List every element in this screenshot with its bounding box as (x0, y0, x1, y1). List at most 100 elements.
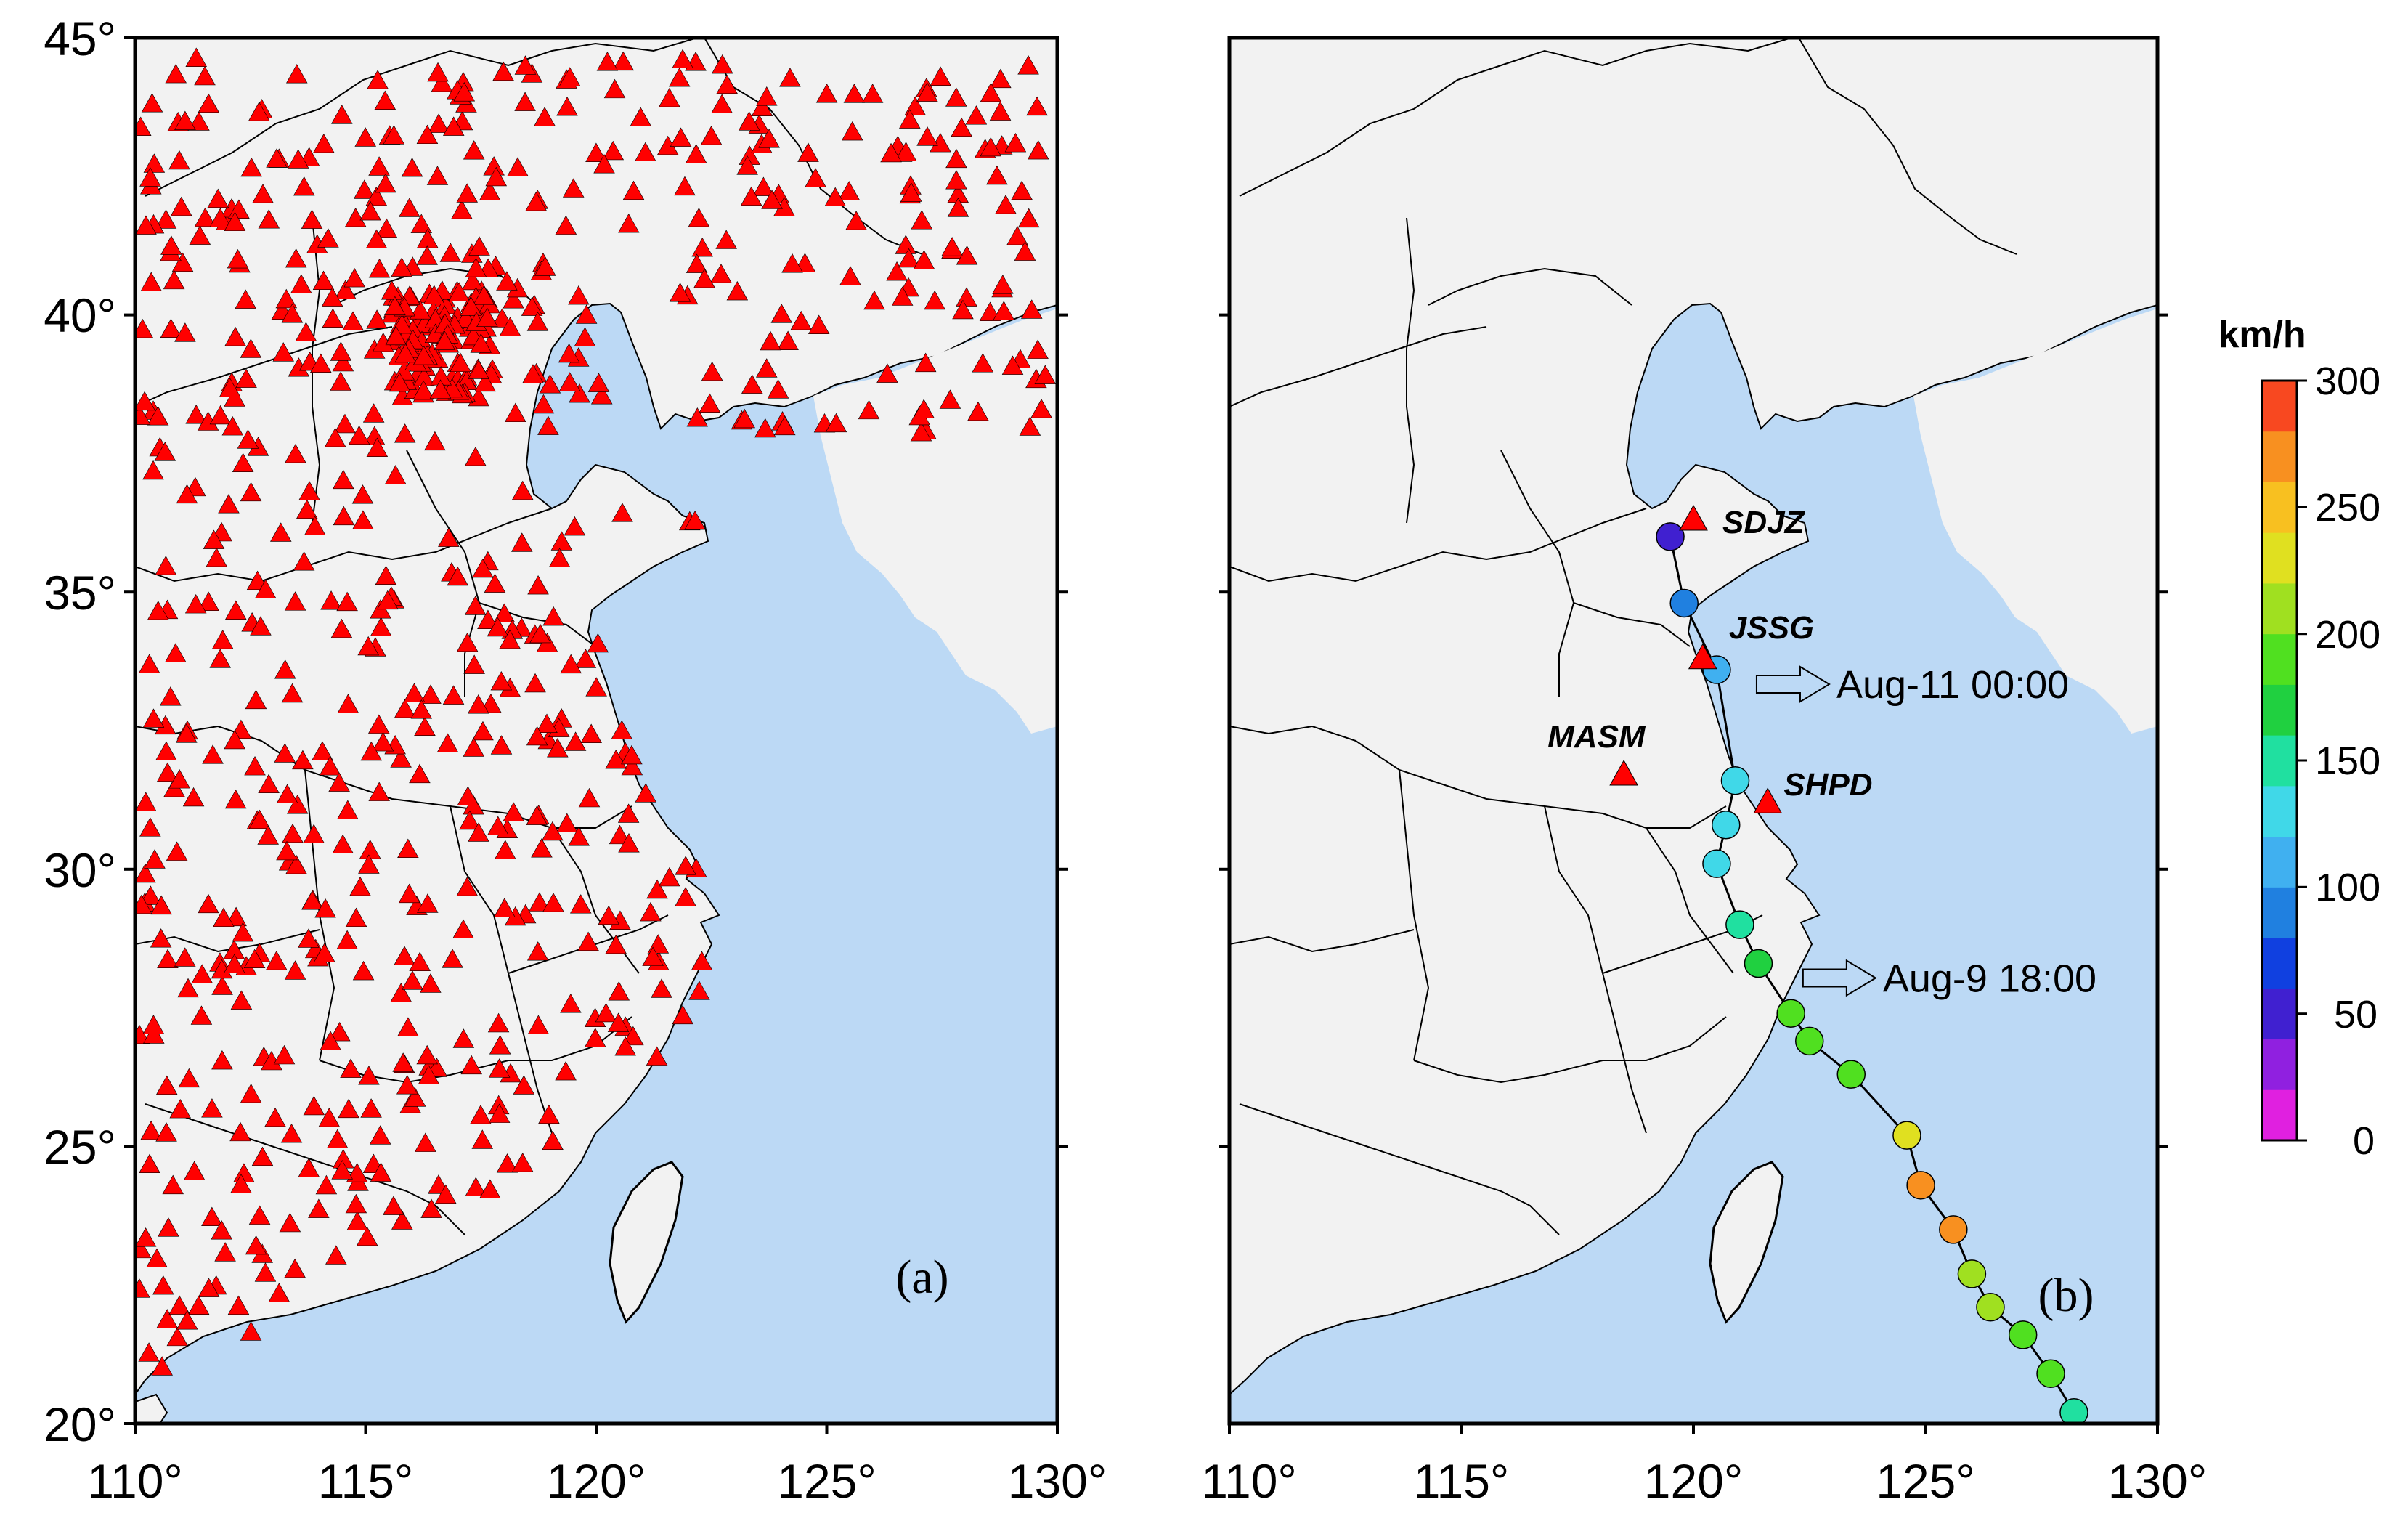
station-marker (394, 698, 416, 718)
station-marker (213, 907, 235, 928)
station-marker (468, 360, 489, 379)
station-marker (534, 256, 556, 276)
station-marker (415, 1132, 436, 1152)
station-marker (461, 270, 484, 291)
station-marker (898, 248, 920, 268)
station-marker (139, 817, 161, 837)
station-marker (303, 824, 325, 843)
station-marker (738, 111, 760, 131)
station-marker (322, 308, 344, 328)
station-marker (330, 341, 352, 361)
station-marker (630, 107, 652, 126)
colorbar-segment (2262, 836, 2297, 888)
track-point (1656, 522, 1685, 551)
station-marker (368, 258, 391, 278)
station-marker (640, 901, 662, 922)
station-marker (243, 949, 266, 969)
x-axis-b (1228, 1424, 2159, 1434)
station-marker (584, 1028, 606, 1047)
track-point (1836, 1060, 1866, 1089)
station-marker (562, 178, 585, 198)
station-marker (1027, 339, 1049, 359)
station-marker (352, 510, 374, 529)
station-marker (527, 1015, 550, 1034)
station-marker (529, 892, 550, 912)
station-marker (368, 782, 390, 801)
station-marker (330, 371, 351, 391)
station-marker (369, 1125, 391, 1145)
station-marker (990, 68, 1012, 89)
station-marker (479, 181, 501, 200)
station-marker (331, 105, 353, 124)
station-marker (895, 235, 917, 254)
track-point (1776, 999, 1805, 1028)
annotation-label: Aug-11 00:00 (1836, 663, 2069, 707)
station-marker (861, 84, 884, 103)
station-marker (460, 296, 482, 316)
station-marker (219, 378, 241, 397)
station-marker (183, 1161, 206, 1180)
station-marker (686, 253, 708, 273)
station-marker (272, 342, 294, 362)
panel-label-a: (a) (895, 1251, 948, 1304)
station-marker (686, 407, 709, 427)
station-marker (913, 250, 935, 269)
station-marker (412, 345, 435, 365)
station-marker (258, 774, 280, 793)
station-marker (521, 296, 543, 316)
station-marker (434, 330, 456, 350)
station-marker (358, 1066, 380, 1085)
station-marker (484, 573, 506, 593)
station-marker (439, 243, 462, 262)
station-marker (522, 364, 544, 383)
station-marker (209, 208, 232, 227)
station-marker (447, 566, 469, 586)
station-marker (191, 964, 213, 983)
station-marker (527, 575, 549, 595)
station-marker (863, 290, 885, 310)
station-marker (152, 1275, 174, 1295)
station-marker (146, 1248, 168, 1268)
station-marker (900, 182, 922, 202)
station-marker (270, 522, 292, 542)
station-marker (154, 442, 176, 461)
station-marker (367, 70, 389, 89)
colorbar-segment (2262, 1089, 2297, 1141)
station-marker (284, 1258, 306, 1278)
station-marker (198, 893, 219, 914)
station-marker (176, 484, 198, 504)
station-marker (279, 1212, 301, 1233)
y-tick-a-35: 35° (44, 566, 116, 620)
station-marker (281, 304, 304, 323)
x-tick-b-130: 130° (2108, 1454, 2208, 1508)
station-marker (514, 92, 536, 111)
track-point (1939, 1215, 1968, 1244)
station-marker (464, 596, 487, 615)
station-marker (607, 1012, 630, 1032)
station-marker (190, 1005, 213, 1025)
station-marker (691, 237, 714, 257)
station-marker (346, 1163, 368, 1182)
station-marker (318, 1108, 341, 1127)
station-marker (362, 403, 385, 423)
station-marker (526, 805, 548, 825)
station-marker (338, 1098, 359, 1119)
station-marker (248, 809, 271, 829)
station-marker (375, 173, 396, 193)
station-marker (465, 258, 487, 277)
land-mainland-b (1229, 38, 2157, 1396)
station-marker (585, 142, 607, 162)
station-marker (185, 405, 207, 424)
station-marker (487, 617, 509, 637)
station-marker (924, 290, 945, 310)
station-marker (370, 1162, 392, 1182)
station-marker (621, 755, 643, 776)
station-marker (160, 235, 182, 255)
station-marker (448, 282, 470, 301)
station-marker (463, 737, 485, 757)
station-marker (383, 1196, 404, 1215)
station-marker (304, 516, 326, 535)
station-marker (672, 1004, 693, 1025)
station-label-masm: MASM (1547, 719, 1646, 755)
station-marker (456, 877, 479, 896)
